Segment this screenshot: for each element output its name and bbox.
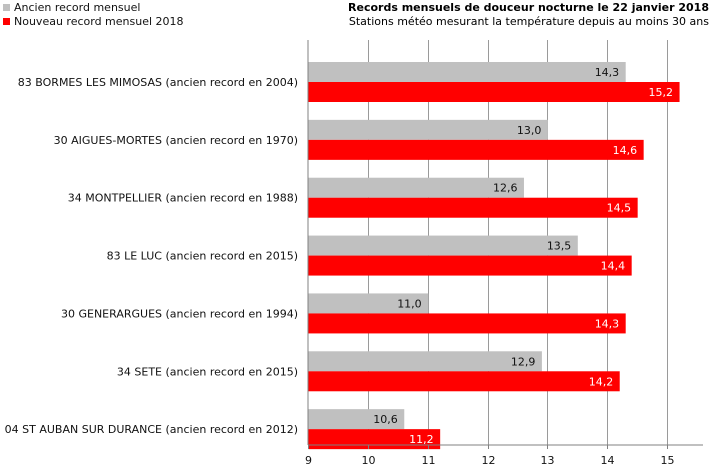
- legend: Ancien record mensuel Nouveau record men…: [3, 1, 184, 28]
- value-label-new: 15,2: [649, 86, 674, 99]
- value-label-old: 13,0: [517, 124, 542, 137]
- x-tick-label: 9: [305, 454, 312, 467]
- legend-label-old: Ancien record mensuel: [14, 1, 140, 14]
- value-label-old: 12,9: [511, 355, 536, 368]
- category-label: 83 LE LUC (ancien record en 2015): [107, 250, 298, 263]
- bar-old-record: [308, 293, 429, 314]
- value-label-old: 10,6: [373, 413, 398, 426]
- legend-swatch-new: [3, 18, 10, 25]
- bar-new-record: [308, 255, 632, 276]
- chart-subtitle: Stations météo mesurant la température d…: [349, 15, 709, 28]
- legend-label-new: Nouveau record mensuel 2018: [14, 15, 184, 28]
- bar-new-record: [308, 313, 626, 334]
- value-label-new: 14,4: [601, 260, 626, 273]
- value-label-new: 11,2: [409, 433, 434, 446]
- category-label: 30 AIGUES-MORTES (ancien record en 1970): [54, 134, 298, 147]
- x-tick-label: 12: [482, 454, 496, 467]
- value-label-new: 14,2: [589, 375, 614, 388]
- x-axis: 9 10 11 12 13 14 15: [305, 444, 703, 467]
- x-tick-label: 13: [541, 454, 555, 467]
- value-label-old: 12,6: [493, 182, 518, 195]
- bar-old-record: [308, 351, 542, 372]
- category-label: 34 SETE (ancien record en 2015): [117, 365, 298, 378]
- bar-new-record: [308, 82, 680, 102]
- value-label-old: 14,3: [595, 66, 620, 79]
- category-label: 34 MONTPELLIER (ancien record en 1988): [68, 192, 298, 205]
- x-tick-label: 11: [422, 454, 436, 467]
- bar-old-record: [308, 177, 524, 198]
- x-tick-label: 14: [601, 454, 615, 467]
- bar-old-record: [308, 409, 405, 430]
- legend-swatch-old: [3, 4, 10, 11]
- bar-old-record: [308, 62, 626, 82]
- x-tick-label: 15: [661, 454, 675, 467]
- bar-new-record: [308, 139, 644, 160]
- value-label-new: 14,3: [595, 317, 620, 330]
- category-labels: 83 BORMES LES MIMOSAS (ancien record en …: [5, 76, 298, 436]
- bar-old-record: [308, 235, 578, 256]
- x-tick-label: 10: [362, 454, 376, 467]
- category-label: 04 ST AUBAN SUR DURANCE (ancien record e…: [5, 423, 298, 436]
- value-label-old: 11,0: [397, 297, 422, 310]
- value-label-new: 14,6: [613, 144, 638, 157]
- value-label-new: 14,5: [607, 202, 632, 215]
- bar-new-record: [308, 197, 638, 218]
- bars: 14,3 15,2 13,0 14,6 12,6 14,5 13,5 14,4 11,0 14,3…: [308, 62, 680, 450]
- category-label: 83 BORMES LES MIMOSAS (ancien record en …: [18, 76, 298, 89]
- bar-new-record: [308, 429, 441, 450]
- value-label-old: 13,5: [547, 240, 572, 253]
- bar-old-record: [308, 119, 548, 140]
- category-label: 30 GENERARGUES (ancien record en 1994): [61, 307, 298, 320]
- chart-title: Records mensuels de douceur nocturne le …: [348, 1, 709, 14]
- bar-new-record: [308, 371, 620, 392]
